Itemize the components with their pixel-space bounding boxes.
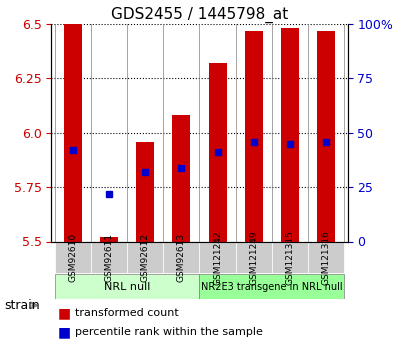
FancyBboxPatch shape xyxy=(199,241,235,273)
FancyBboxPatch shape xyxy=(235,241,272,273)
Text: GSM121315: GSM121315 xyxy=(285,230,294,285)
Bar xyxy=(136,141,154,242)
Text: GSM121249: GSM121249 xyxy=(249,230,258,285)
Bar xyxy=(100,237,118,241)
Bar xyxy=(281,29,299,242)
Text: percentile rank within the sample: percentile rank within the sample xyxy=(75,327,263,337)
FancyBboxPatch shape xyxy=(127,241,164,273)
FancyBboxPatch shape xyxy=(91,241,127,273)
Text: GSM121242: GSM121242 xyxy=(213,230,222,285)
Text: GSM92611: GSM92611 xyxy=(105,233,114,282)
Bar xyxy=(172,116,190,242)
Text: GSM92613: GSM92613 xyxy=(177,233,186,282)
Text: GSM92610: GSM92610 xyxy=(68,233,77,282)
FancyBboxPatch shape xyxy=(272,241,308,273)
FancyBboxPatch shape xyxy=(308,241,344,273)
Text: NR2E3 transgene in NRL null: NR2E3 transgene in NRL null xyxy=(201,282,342,292)
FancyBboxPatch shape xyxy=(199,274,344,299)
Text: ■: ■ xyxy=(57,306,70,320)
FancyBboxPatch shape xyxy=(55,274,199,299)
Text: strain: strain xyxy=(4,299,40,312)
Bar xyxy=(209,63,227,241)
Text: transformed count: transformed count xyxy=(75,308,179,318)
Bar xyxy=(245,31,263,242)
Text: GSM92612: GSM92612 xyxy=(141,233,150,282)
Bar xyxy=(64,0,82,241)
Text: NRL null: NRL null xyxy=(104,282,150,292)
Bar xyxy=(317,31,335,242)
FancyBboxPatch shape xyxy=(164,241,199,273)
Title: GDS2455 / 1445798_at: GDS2455 / 1445798_at xyxy=(111,7,288,23)
Text: ■: ■ xyxy=(57,325,70,339)
FancyBboxPatch shape xyxy=(55,241,91,273)
Text: GSM121316: GSM121316 xyxy=(322,230,331,285)
